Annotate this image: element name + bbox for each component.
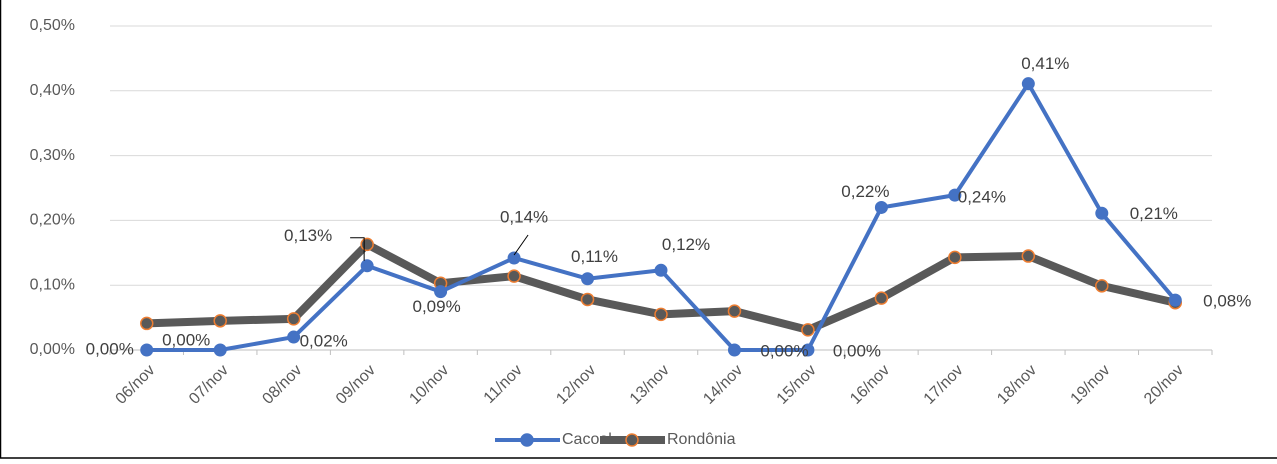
marker bbox=[1169, 294, 1181, 306]
x-tick-label: 06/nov bbox=[113, 362, 159, 408]
legend-label: Rondônia bbox=[667, 431, 736, 448]
data-label: 0,24% bbox=[958, 188, 1006, 207]
marker bbox=[582, 273, 594, 285]
y-tick-label: 0,40% bbox=[30, 82, 75, 99]
x-tick-label: 20/nov bbox=[1141, 362, 1187, 408]
marker bbox=[214, 344, 226, 356]
marker bbox=[361, 260, 373, 272]
marker bbox=[435, 286, 447, 298]
marker bbox=[1096, 207, 1108, 219]
marker bbox=[802, 324, 814, 336]
marker bbox=[1022, 78, 1034, 90]
marker bbox=[141, 317, 153, 329]
data-label: 0,00% bbox=[86, 339, 134, 358]
marker bbox=[1022, 250, 1034, 262]
marker bbox=[728, 344, 740, 356]
data-label: 0,14% bbox=[500, 207, 548, 226]
data-label: 0,02% bbox=[300, 332, 348, 351]
y-tick-label: 0,10% bbox=[30, 276, 75, 293]
x-tick-label: 07/nov bbox=[186, 362, 232, 408]
data-label: 0,21% bbox=[1130, 204, 1178, 223]
data-label: 0,41% bbox=[1021, 54, 1069, 73]
data-label: 0,08% bbox=[1203, 292, 1251, 311]
x-tick-label: 13/nov bbox=[627, 362, 673, 408]
data-label: 0,00% bbox=[760, 341, 808, 360]
marker bbox=[508, 252, 520, 264]
marker bbox=[1096, 280, 1108, 292]
x-tick-label: 08/nov bbox=[259, 362, 305, 408]
legend-marker bbox=[521, 434, 533, 446]
marker bbox=[288, 331, 300, 343]
data-label: 0,09% bbox=[412, 297, 460, 316]
marker bbox=[949, 251, 961, 263]
data-label: 0,12% bbox=[662, 235, 710, 254]
y-tick-label: 0,50% bbox=[30, 17, 75, 34]
x-tick-label: 17/nov bbox=[921, 362, 967, 408]
marker bbox=[141, 344, 153, 356]
marker bbox=[214, 315, 226, 327]
x-tick-label: 16/nov bbox=[847, 362, 893, 408]
marker bbox=[728, 305, 740, 317]
x-tick-label: 14/nov bbox=[700, 362, 746, 408]
y-tick-label: 0,30% bbox=[30, 147, 75, 164]
y-tick-label: 0,00% bbox=[30, 341, 75, 358]
x-tick-label: 15/nov bbox=[774, 362, 820, 408]
data-label: 0,22% bbox=[841, 182, 889, 201]
legend-marker bbox=[626, 434, 638, 446]
marker bbox=[582, 293, 594, 305]
marker bbox=[875, 292, 887, 304]
data-label: 0,00% bbox=[833, 341, 881, 360]
marker bbox=[508, 270, 520, 282]
x-tick-label: 11/nov bbox=[481, 362, 526, 407]
marker bbox=[655, 264, 667, 276]
x-tick-label: 18/nov bbox=[994, 362, 1040, 408]
data-label: 0,00% bbox=[162, 330, 210, 349]
x-tick-label: 19/nov bbox=[1068, 362, 1114, 408]
marker bbox=[361, 238, 373, 250]
x-tick-label: 09/nov bbox=[333, 362, 379, 408]
data-label: 0,13% bbox=[284, 226, 332, 245]
data-label: 0,11% bbox=[571, 247, 618, 266]
marker bbox=[655, 308, 667, 320]
x-tick-label: 10/nov bbox=[406, 362, 452, 408]
y-tick-label: 0,20% bbox=[30, 212, 75, 229]
marker bbox=[288, 313, 300, 325]
x-tick-label: 12/nov bbox=[553, 362, 599, 408]
marker bbox=[875, 201, 887, 213]
leader-line bbox=[514, 235, 528, 255]
